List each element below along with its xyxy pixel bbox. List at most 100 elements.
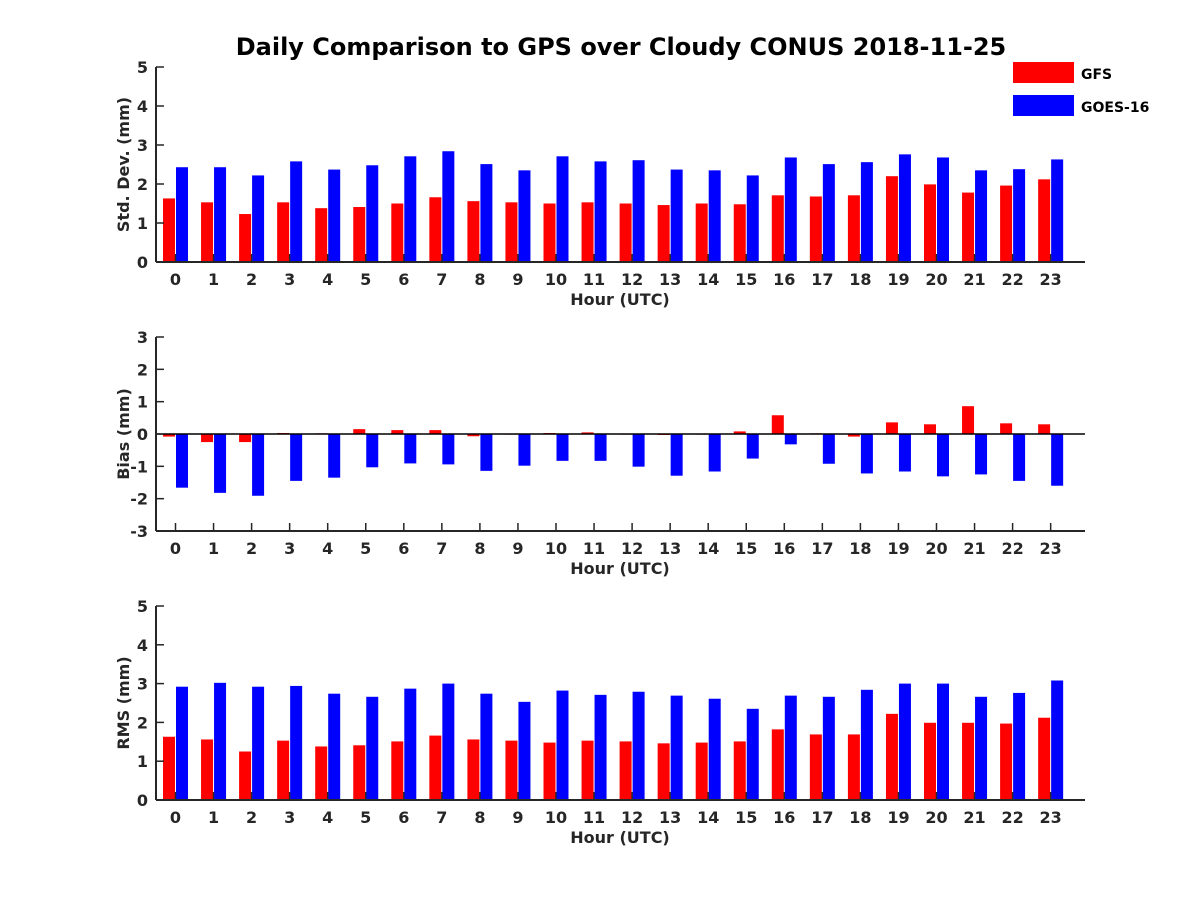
std-dev-bar-goes16-13 xyxy=(670,169,683,262)
std-dev-bar-gfs-17 xyxy=(809,196,822,262)
bias-bar-goes16-13 xyxy=(670,434,683,476)
rms-x-tick-label: 7 xyxy=(436,808,447,827)
std-dev-y-tick-label: 4 xyxy=(137,97,148,116)
rms-x-tick-label: 22 xyxy=(1001,808,1023,827)
bias-bar-goes16-11 xyxy=(594,434,607,461)
bias-x-tick-label: 21 xyxy=(963,539,985,558)
bias-x-tick-label: 15 xyxy=(735,539,757,558)
std-dev-x-tick-label: 22 xyxy=(1001,270,1023,289)
std-dev-x-tick-label: 13 xyxy=(659,270,681,289)
rms-bar-goes16-23 xyxy=(1051,680,1064,800)
rms-bar-gfs-16 xyxy=(771,729,784,800)
rms-x-tick-label: 12 xyxy=(621,808,643,827)
bias-x-tick-label: 13 xyxy=(659,539,681,558)
rms-bar-goes16-19 xyxy=(898,683,911,800)
rms-bar-goes16-2 xyxy=(252,686,265,800)
bias-x-tick-label: 8 xyxy=(474,539,485,558)
bias-bar-goes16-7 xyxy=(442,434,455,465)
rms-bar-gfs-7 xyxy=(429,735,442,800)
std-dev-bar-gfs-23 xyxy=(1038,179,1051,262)
rms-x-tick-label: 21 xyxy=(963,808,985,827)
bias-x-tick-label: 5 xyxy=(360,539,371,558)
std-dev-bar-goes16-4 xyxy=(328,169,341,262)
bias-bar-gfs-21 xyxy=(962,406,975,434)
std-dev-bar-gfs-7 xyxy=(429,197,442,262)
bias-y-tick-label: -3 xyxy=(130,522,148,541)
rms-x-tick-label: 13 xyxy=(659,808,681,827)
bias-bar-goes16-22 xyxy=(1013,434,1026,481)
rms-bar-goes16-14 xyxy=(708,698,721,800)
bias-x-tick-label: 1 xyxy=(208,539,219,558)
rms-bar-gfs-9 xyxy=(505,740,518,800)
std-dev-x-tick-label: 12 xyxy=(621,270,643,289)
bias-bar-goes16-21 xyxy=(975,434,988,475)
std-dev-bar-goes16-10 xyxy=(556,156,569,262)
rms-y-tick-label: 3 xyxy=(137,675,148,694)
rms-bar-goes16-9 xyxy=(518,701,531,800)
bias-x-tick-label: 7 xyxy=(436,539,447,558)
legend-label-goes16: GOES-16 xyxy=(1081,100,1149,116)
std-dev-bar-gfs-14 xyxy=(695,203,708,262)
std-dev-x-tick-label: 6 xyxy=(398,270,409,289)
rms-x-tick-label: 2 xyxy=(246,808,257,827)
std-dev-bar-goes16-7 xyxy=(442,151,455,262)
std-dev-bar-gfs-22 xyxy=(1000,185,1013,262)
std-dev-x-tick-label: 1 xyxy=(208,270,219,289)
bias-x-tick-label: 23 xyxy=(1040,539,1062,558)
bias-y-tick-label: 3 xyxy=(137,328,148,347)
rms-bar-gfs-1 xyxy=(201,739,214,800)
rms-y-tick-label: 2 xyxy=(137,713,148,732)
std-dev-x-tick-label: 10 xyxy=(545,270,567,289)
bias-bar-gfs-23 xyxy=(1038,424,1051,434)
std-dev-x-tick-label: 14 xyxy=(697,270,719,289)
rms-bar-gfs-5 xyxy=(353,745,366,800)
rms-bar-goes16-22 xyxy=(1013,692,1026,800)
bias-x-tick-label: 12 xyxy=(621,539,643,558)
bias-bar-goes16-5 xyxy=(366,434,379,468)
rms-bar-goes16-15 xyxy=(746,708,759,800)
rms-x-tick-label: 6 xyxy=(398,808,409,827)
bias-bar-gfs-1 xyxy=(201,434,214,443)
std-dev-bar-goes16-11 xyxy=(594,161,607,262)
rms-bar-goes16-20 xyxy=(937,683,949,800)
bias-bar-goes16-3 xyxy=(290,434,303,481)
bias-x-tick-label: 10 xyxy=(545,539,567,558)
std-dev-bar-gfs-9 xyxy=(505,202,518,262)
bias-x-tick-label: 14 xyxy=(697,539,719,558)
std-dev-x-tick-label: 9 xyxy=(512,270,523,289)
chart-title: Daily Comparison to GPS over Cloudy CONU… xyxy=(236,33,1007,61)
std-dev-bar-goes16-21 xyxy=(975,170,988,262)
legend-entry-gfs: GFS xyxy=(1013,62,1112,83)
bias-bar-goes16-12 xyxy=(632,434,645,467)
std-dev-bar-goes16-18 xyxy=(860,162,873,262)
bias-bar-goes16-10 xyxy=(556,434,569,461)
bias-bar-gfs-22 xyxy=(1000,423,1013,434)
bias-x-tick-label: 19 xyxy=(887,539,909,558)
std-dev-bar-goes16-23 xyxy=(1051,159,1064,262)
bias-bar-goes16-9 xyxy=(518,434,531,466)
rms-bar-gfs-12 xyxy=(619,741,632,800)
std-dev-x-tick-label: 3 xyxy=(284,270,295,289)
std-dev-bar-goes16-19 xyxy=(898,154,911,262)
rms-bar-goes16-21 xyxy=(975,696,988,800)
std-dev-x-tick-label: 16 xyxy=(773,270,795,289)
std-dev-y-tick-label: 1 xyxy=(137,214,148,233)
bias-bar-goes16-1 xyxy=(214,434,227,493)
legend-entry-goes16: GOES-16 xyxy=(1013,95,1149,116)
std-dev-x-tick-label: 21 xyxy=(963,270,985,289)
rms-bar-goes16-12 xyxy=(632,691,645,800)
rms-x-tick-label: 15 xyxy=(735,808,757,827)
std-dev-bar-goes16-17 xyxy=(822,164,835,262)
std-dev-x-tick-label: 23 xyxy=(1040,270,1062,289)
std-dev-x-axis-label: Hour (UTC) xyxy=(570,290,670,309)
std-dev-bar-gfs-10 xyxy=(543,203,556,262)
std-dev-x-tick-label: 7 xyxy=(436,270,447,289)
rms-y-tick-label: 0 xyxy=(137,791,148,810)
rms-x-tick-label: 18 xyxy=(849,808,871,827)
rms-bar-gfs-11 xyxy=(581,740,594,800)
std-dev-y-tick-label: 3 xyxy=(137,136,148,155)
bias-bar-goes16-6 xyxy=(404,434,417,464)
